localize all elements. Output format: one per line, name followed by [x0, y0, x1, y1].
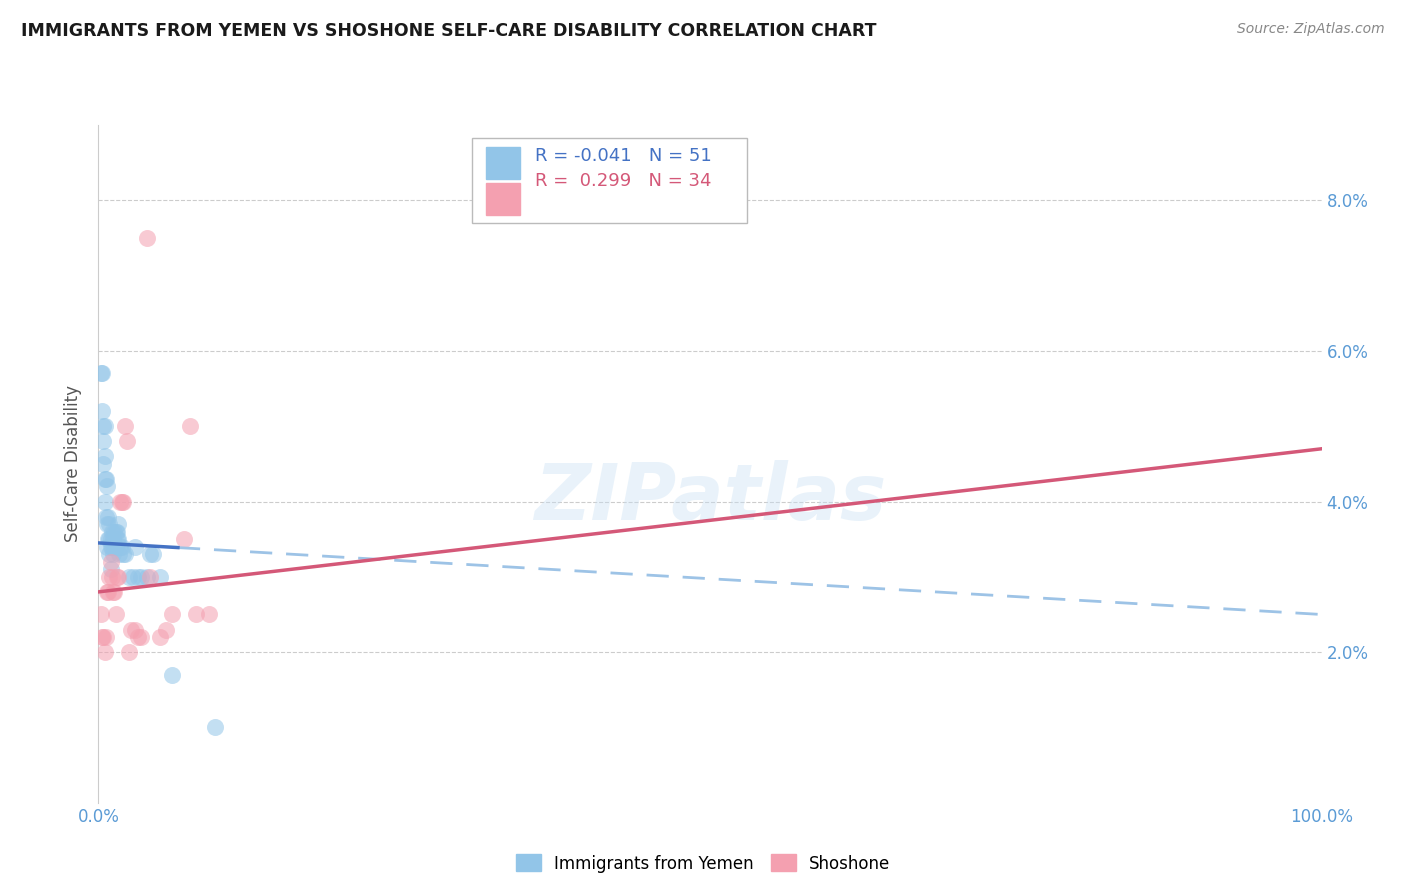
- Text: R = -0.041   N = 51: R = -0.041 N = 51: [536, 146, 711, 164]
- Point: [129, 630, 152, 644]
- Point: [101, 532, 124, 546]
- Point: [139, 570, 162, 584]
- Point: [155, 623, 177, 637]
- Point: [108, 547, 131, 561]
- Point: [149, 570, 172, 584]
- Point: [120, 623, 142, 637]
- Point: [105, 532, 128, 546]
- Bar: [486, 146, 520, 179]
- Point: [110, 540, 132, 554]
- Point: [149, 630, 172, 644]
- Text: ZIPatlas: ZIPatlas: [534, 459, 886, 536]
- Point: [97, 532, 120, 546]
- Point: [127, 570, 149, 584]
- Point: [104, 524, 127, 539]
- Point: [136, 570, 159, 584]
- Point: [121, 570, 143, 584]
- Point: [91, 404, 114, 418]
- Point: [101, 570, 124, 584]
- Point: [103, 524, 125, 539]
- Point: [97, 509, 120, 524]
- Point: [107, 570, 129, 584]
- Point: [94, 472, 117, 486]
- Point: [91, 630, 114, 644]
- Point: [103, 585, 125, 599]
- Point: [94, 630, 117, 644]
- Point: [101, 524, 124, 539]
- Point: [136, 231, 159, 245]
- Text: R =  0.299   N = 34: R = 0.299 N = 34: [536, 172, 711, 190]
- Point: [91, 419, 114, 434]
- Point: [91, 434, 114, 449]
- Point: [98, 517, 121, 532]
- Point: [96, 585, 118, 599]
- Point: [101, 585, 124, 599]
- Point: [115, 434, 138, 449]
- Point: [93, 472, 115, 486]
- Point: [105, 570, 128, 584]
- Point: [139, 547, 162, 561]
- Point: [100, 540, 122, 554]
- Point: [100, 532, 122, 546]
- Point: [90, 607, 112, 622]
- Point: [91, 367, 114, 381]
- Point: [107, 532, 129, 546]
- Point: [142, 547, 165, 561]
- Point: [101, 547, 124, 561]
- Point: [104, 607, 127, 622]
- Point: [103, 540, 125, 554]
- Y-axis label: Self-Care Disability: Self-Care Disability: [65, 385, 83, 542]
- Point: [173, 532, 195, 546]
- Point: [90, 367, 112, 381]
- Point: [93, 450, 115, 464]
- Point: [96, 540, 118, 554]
- Point: [98, 570, 121, 584]
- Point: [197, 607, 219, 622]
- Bar: [486, 183, 520, 215]
- Point: [118, 645, 141, 659]
- Point: [124, 623, 146, 637]
- Point: [186, 607, 208, 622]
- Point: [100, 555, 122, 569]
- Point: [96, 479, 118, 493]
- Text: IMMIGRANTS FROM YEMEN VS SHOSHONE SELF-CARE DISABILITY CORRELATION CHART: IMMIGRANTS FROM YEMEN VS SHOSHONE SELF-C…: [21, 22, 876, 40]
- Point: [111, 540, 134, 554]
- Point: [93, 419, 115, 434]
- Point: [110, 494, 132, 508]
- Point: [105, 524, 128, 539]
- Point: [93, 645, 115, 659]
- Text: Source: ZipAtlas.com: Source: ZipAtlas.com: [1237, 22, 1385, 37]
- Point: [160, 667, 183, 681]
- Point: [160, 607, 183, 622]
- Point: [114, 419, 136, 434]
- Point: [129, 570, 152, 584]
- Point: [104, 540, 127, 554]
- Point: [98, 547, 121, 561]
- Point: [111, 494, 134, 508]
- Point: [98, 532, 121, 546]
- Point: [107, 517, 129, 532]
- Point: [204, 721, 226, 735]
- Point: [97, 585, 120, 599]
- Point: [96, 517, 118, 532]
- Point: [179, 419, 201, 434]
- Point: [93, 494, 115, 508]
- Point: [111, 547, 134, 561]
- Point: [111, 494, 134, 508]
- Point: [94, 509, 117, 524]
- Legend: Immigrants from Yemen, Shoshone: Immigrants from Yemen, Shoshone: [509, 847, 897, 880]
- Point: [91, 457, 114, 471]
- FancyBboxPatch shape: [471, 138, 747, 223]
- Point: [118, 570, 141, 584]
- Point: [101, 540, 124, 554]
- Point: [114, 547, 136, 561]
- Point: [124, 540, 146, 554]
- Point: [127, 630, 149, 644]
- Point: [91, 630, 114, 644]
- Point: [100, 562, 122, 576]
